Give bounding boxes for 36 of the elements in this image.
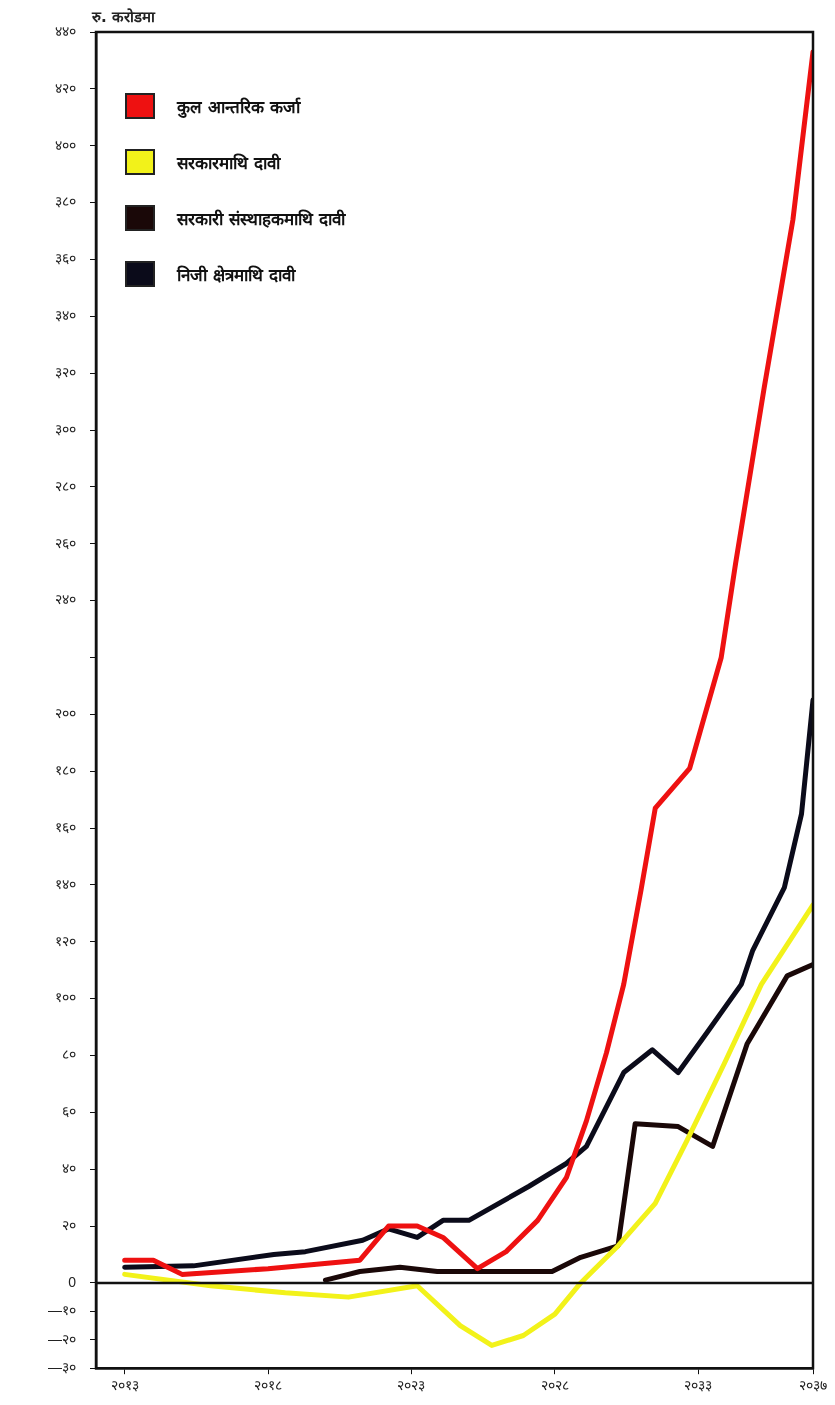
y-tick-label: ८०	[62, 1046, 76, 1063]
y-tick-label: ३४०	[55, 307, 76, 324]
y-tick-label: —१०	[48, 1302, 76, 1319]
x-tick-label: २०१३	[110, 1377, 139, 1394]
y-tick-label: २८०	[55, 477, 76, 494]
y-tick-label: ४००	[55, 136, 76, 153]
y-tick-label: ४४०	[55, 22, 76, 39]
y-tick-label: ६०	[62, 1103, 76, 1120]
y-tick-label: —३०	[48, 1359, 76, 1376]
y-axis-title: रु. करोडमा	[92, 7, 155, 26]
legend-label: सरकारमाथि दावी	[177, 151, 280, 174]
y-tick-label: १४०	[55, 875, 76, 892]
x-tick-label: २०२८	[540, 1377, 569, 1394]
y-tick-label: 0	[68, 1273, 77, 1290]
y-tick-label: २६०	[55, 534, 76, 551]
legend-label: सरकारी संस्थाहकमाथि दावी	[177, 207, 345, 230]
x-tick-label: २०२३	[397, 1377, 426, 1394]
y-tick-label: ४०	[62, 1160, 76, 1177]
y-tick-label: ३६०	[55, 250, 76, 267]
legend-label: कुल आन्तरिक कर्जा	[177, 95, 300, 118]
y-tick-label: ३२०	[55, 364, 76, 381]
y-tick-label: २०	[62, 1216, 76, 1233]
x-tick-label: २०३७	[799, 1377, 827, 1394]
y-tick-label: ३८०	[55, 193, 76, 210]
y-tick-label: १००	[55, 989, 76, 1006]
y-tick-label: १६०	[55, 818, 76, 835]
y-tick-label: २४०	[55, 591, 76, 608]
x-tick-label: २०३३	[684, 1377, 713, 1394]
y-tick-label: १२०	[55, 932, 76, 949]
y-tick-label: —२०	[48, 1330, 76, 1347]
y-tick-label: २००	[55, 705, 76, 722]
y-tick-label: ३००	[55, 420, 76, 437]
y-tick-label: ४२०	[55, 79, 76, 96]
y-tick-label: १८०	[55, 762, 76, 779]
legend-label: निजी क्षेत्रमाथि दावी	[177, 263, 295, 286]
x-tick-label: २०१८	[254, 1377, 283, 1394]
